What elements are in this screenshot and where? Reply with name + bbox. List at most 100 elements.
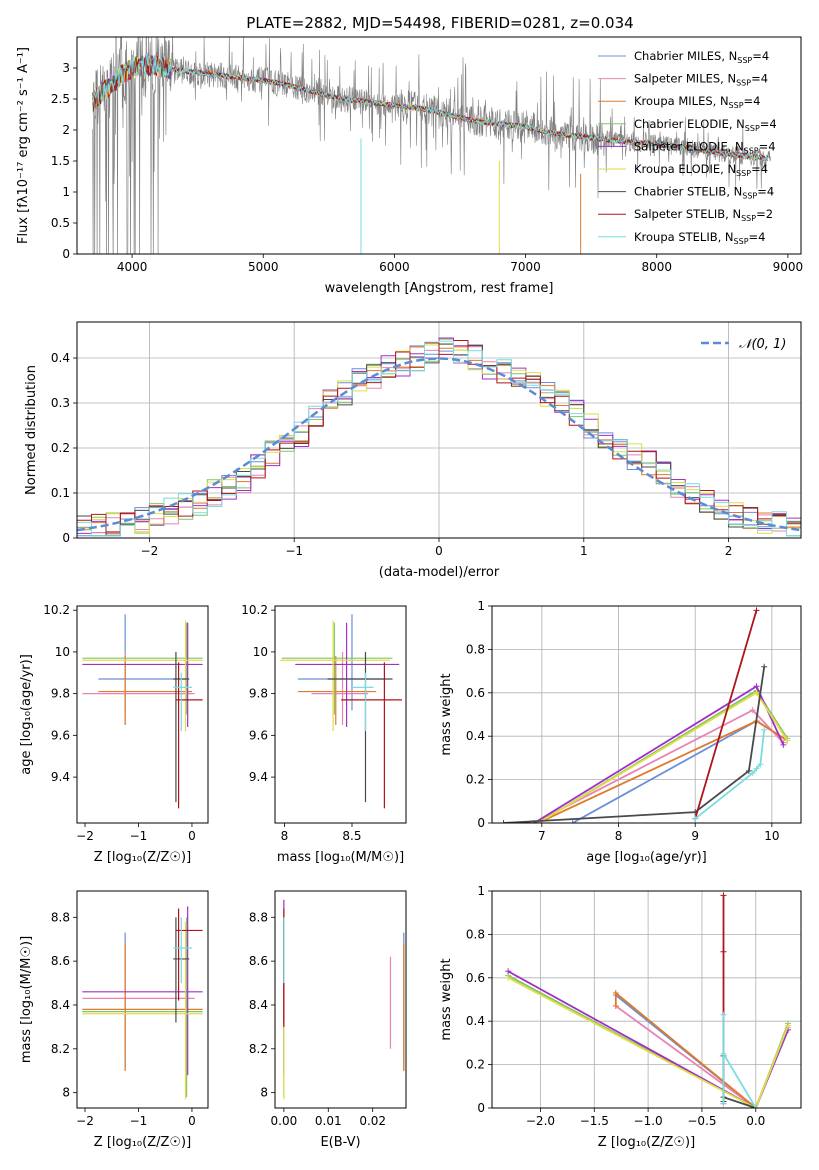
plot-area bbox=[77, 337, 801, 537]
x-axis-label: Z [log₁₀(Z/Z☉)] bbox=[598, 1135, 695, 1150]
y-tick-label: 8 bbox=[62, 1086, 70, 1100]
x-tick-label: −2 bbox=[76, 1114, 94, 1128]
legend-subscript: SSP bbox=[736, 79, 751, 88]
y-axis-label: age [log₁₀(age/yr)] bbox=[19, 654, 34, 775]
weight-marker bbox=[720, 1050, 727, 1057]
plot-area bbox=[82, 614, 203, 809]
panel-age-vs-mass: 8 8.5 9.4 9.6 9.8 10 10.2 mass [log₁₀(M/M☉)] bbox=[241, 603, 407, 865]
y-tick-label: 9.4 bbox=[249, 770, 268, 784]
x-tick-label: 8.5 bbox=[342, 829, 361, 843]
x-tick-label: 0.00 bbox=[271, 1114, 298, 1128]
axes-frame bbox=[274, 605, 407, 824]
weight-marker bbox=[745, 767, 752, 774]
legend-tail: =4 bbox=[752, 49, 769, 63]
legend-label: Chabrier MILES, N bbox=[634, 49, 737, 63]
errorbar-salpeter-miles bbox=[82, 956, 195, 1049]
legend-entry: Salpeter ELODIE, NSSP=4 bbox=[634, 139, 776, 155]
errorbar-chabrier-miles bbox=[98, 614, 187, 711]
legend-subscript: SSP bbox=[734, 237, 749, 246]
y-tick-label: 0.6 bbox=[466, 686, 485, 700]
y-tick-label: 0.2 bbox=[51, 441, 70, 455]
legend-entry: Salpeter STELIB, NSSP=2 bbox=[634, 207, 773, 223]
axes-frame bbox=[76, 605, 209, 824]
errorbar-kroupa-elodie bbox=[82, 620, 203, 732]
x-axis-label: Z [log₁₀(Z/Z☉)] bbox=[94, 850, 191, 865]
y-tick-label: 0.6 bbox=[466, 971, 485, 985]
x-tick-label: 0.02 bbox=[359, 1114, 386, 1128]
panel-mass-vs-EBV: 0.00 0.01 0.02 8 8.2 8.4 8.6 8.8 E(B-V) bbox=[249, 890, 407, 1150]
errorbar-kroupa-miles bbox=[297, 656, 377, 725]
y-tick-label: 0.5 bbox=[51, 216, 70, 230]
y-axis-label: Normed distribution bbox=[24, 365, 39, 495]
y-tick-label: 8.6 bbox=[249, 954, 268, 968]
series-salpeter-elodie bbox=[531, 683, 787, 823]
weight-marker bbox=[500, 820, 507, 823]
y-axis-label: Flux [fλ10⁻¹⁷ erg cm⁻² s⁻¹ A⁻¹] bbox=[16, 47, 31, 244]
x-tick-label: 9000 bbox=[773, 260, 804, 274]
axes-frame bbox=[274, 890, 407, 1109]
y-tick-label: 0.3 bbox=[51, 396, 70, 410]
legend-tail: =4 bbox=[744, 94, 761, 108]
x-tick-label: 4000 bbox=[117, 260, 148, 274]
x-tick-label: 8 bbox=[281, 829, 289, 843]
panel-weight-vs-Z: −2.0 −1.5 −1.0 −0.5 0.0 0 0.2 0.4 0.6 0.8 1 Z [log₁… bbox=[439, 884, 802, 1150]
weight-marker bbox=[753, 607, 760, 614]
x-tick-label: 0 bbox=[435, 544, 443, 558]
y-tick-label: 10 bbox=[55, 645, 70, 659]
x-tick-label: −1 bbox=[285, 544, 303, 558]
x-tick-label: 0 bbox=[188, 829, 196, 843]
errorbar-salpeter-elodie bbox=[82, 906, 203, 1076]
errorbar-chabrier-elodie bbox=[281, 622, 393, 715]
weight-marker bbox=[505, 974, 512, 981]
y-tick-label: 0.2 bbox=[466, 773, 485, 787]
weight-line bbox=[507, 970, 789, 1108]
legend-entry: Salpeter MILES, NSSP=4 bbox=[634, 72, 768, 88]
axes-frame bbox=[76, 321, 802, 539]
weight-marker bbox=[749, 770, 756, 777]
x-axis-label: age [log₁₀(age/yr)] bbox=[586, 850, 707, 865]
errorbar-chabrier-stelib bbox=[327, 651, 393, 803]
x-tick-label: −0.5 bbox=[687, 1114, 716, 1128]
weight-marker bbox=[569, 820, 576, 823]
y-tick-label: 0.8 bbox=[466, 642, 485, 656]
x-axis-label: E(B-V) bbox=[320, 1135, 360, 1150]
axes-frame bbox=[491, 605, 802, 824]
y-tick-label: 8.8 bbox=[249, 910, 268, 924]
x-tick-label: −1 bbox=[130, 1114, 148, 1128]
errorbar-kroupa-elodie bbox=[82, 921, 203, 1100]
legend-label: Kroupa STELIB, N bbox=[634, 230, 734, 244]
y-tick-label: 0 bbox=[62, 247, 70, 261]
legend-label: Kroupa ELODIE, N bbox=[634, 162, 736, 176]
weight-marker bbox=[612, 989, 619, 996]
axes-frame bbox=[76, 890, 209, 1109]
series-kroupa-miles bbox=[535, 718, 791, 823]
errorbar-chabrier-elodie bbox=[82, 622, 203, 715]
weight-marker bbox=[753, 683, 760, 690]
errorbar-kroupa-stelib bbox=[173, 672, 192, 732]
x-tick-label: 7000 bbox=[510, 260, 541, 274]
y-tick-label: 8.8 bbox=[51, 910, 70, 924]
weight-marker bbox=[753, 765, 760, 772]
weight-marker bbox=[761, 726, 768, 733]
legend-tail: =4 bbox=[759, 139, 776, 153]
series-kroupa-stelib bbox=[692, 726, 768, 822]
errorbar-kroupa-stelib bbox=[351, 672, 374, 732]
legend-subscript: SSP bbox=[736, 169, 751, 178]
legend-subscript: SSP bbox=[745, 124, 760, 133]
weight-marker bbox=[720, 892, 727, 899]
errorbar-kroupa-elodie bbox=[280, 620, 390, 732]
errorbar-salpeter-elodie bbox=[295, 622, 400, 728]
x-tick-label: 5000 bbox=[248, 260, 279, 274]
legend-entry: 𝒩(0, 1) bbox=[739, 337, 786, 352]
x-tick-label: 8 bbox=[615, 829, 623, 843]
hist-legend: 𝒩(0, 1) bbox=[701, 337, 786, 352]
y-tick-label: 9.6 bbox=[249, 728, 268, 742]
x-axis-label: wavelength [Angstrom, rest frame] bbox=[325, 281, 554, 296]
errorbar-chabrier-miles bbox=[297, 614, 386, 711]
weight-marker bbox=[752, 1105, 759, 1108]
legend-subscript: SSP bbox=[742, 192, 757, 201]
y-tick-label: 1 bbox=[477, 599, 485, 613]
legend-tail: =4 bbox=[757, 185, 774, 199]
x-tick-label: 0.01 bbox=[315, 1114, 342, 1128]
legend-label: Salpeter MILES, N bbox=[634, 72, 736, 86]
